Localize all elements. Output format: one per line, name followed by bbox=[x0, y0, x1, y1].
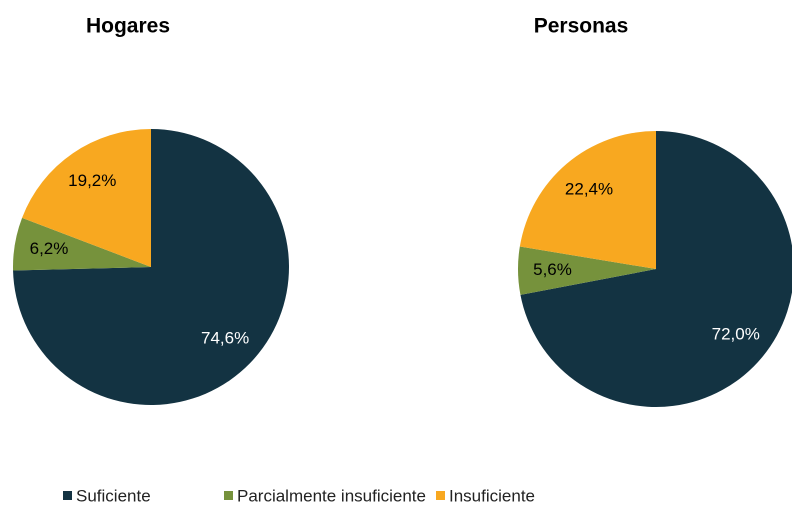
data-label: 72,0% bbox=[712, 324, 760, 343]
pie-slice bbox=[12, 217, 151, 271]
pie-slice bbox=[519, 131, 656, 269]
legend-swatch bbox=[436, 491, 445, 500]
legend-label: Insuficiente bbox=[449, 486, 535, 505]
data-label: 74,6% bbox=[201, 329, 249, 348]
chart-title: Personas bbox=[534, 15, 629, 38]
data-label: 22,4% bbox=[565, 180, 613, 199]
pie-slice bbox=[518, 246, 656, 295]
data-label: 19,2% bbox=[68, 171, 116, 190]
pie-slice bbox=[13, 129, 290, 405]
legend-label: Suficiente bbox=[76, 486, 151, 505]
chart-title: Hogares bbox=[86, 15, 170, 38]
data-label: 6,2% bbox=[30, 239, 69, 258]
legend-label: Parcialmente insuficiente bbox=[237, 486, 426, 505]
legend-swatch bbox=[63, 491, 72, 500]
data-label: 5,6% bbox=[533, 260, 572, 279]
pie-slice bbox=[22, 129, 151, 267]
legend-swatch bbox=[224, 491, 233, 500]
pie-slice bbox=[520, 131, 792, 407]
